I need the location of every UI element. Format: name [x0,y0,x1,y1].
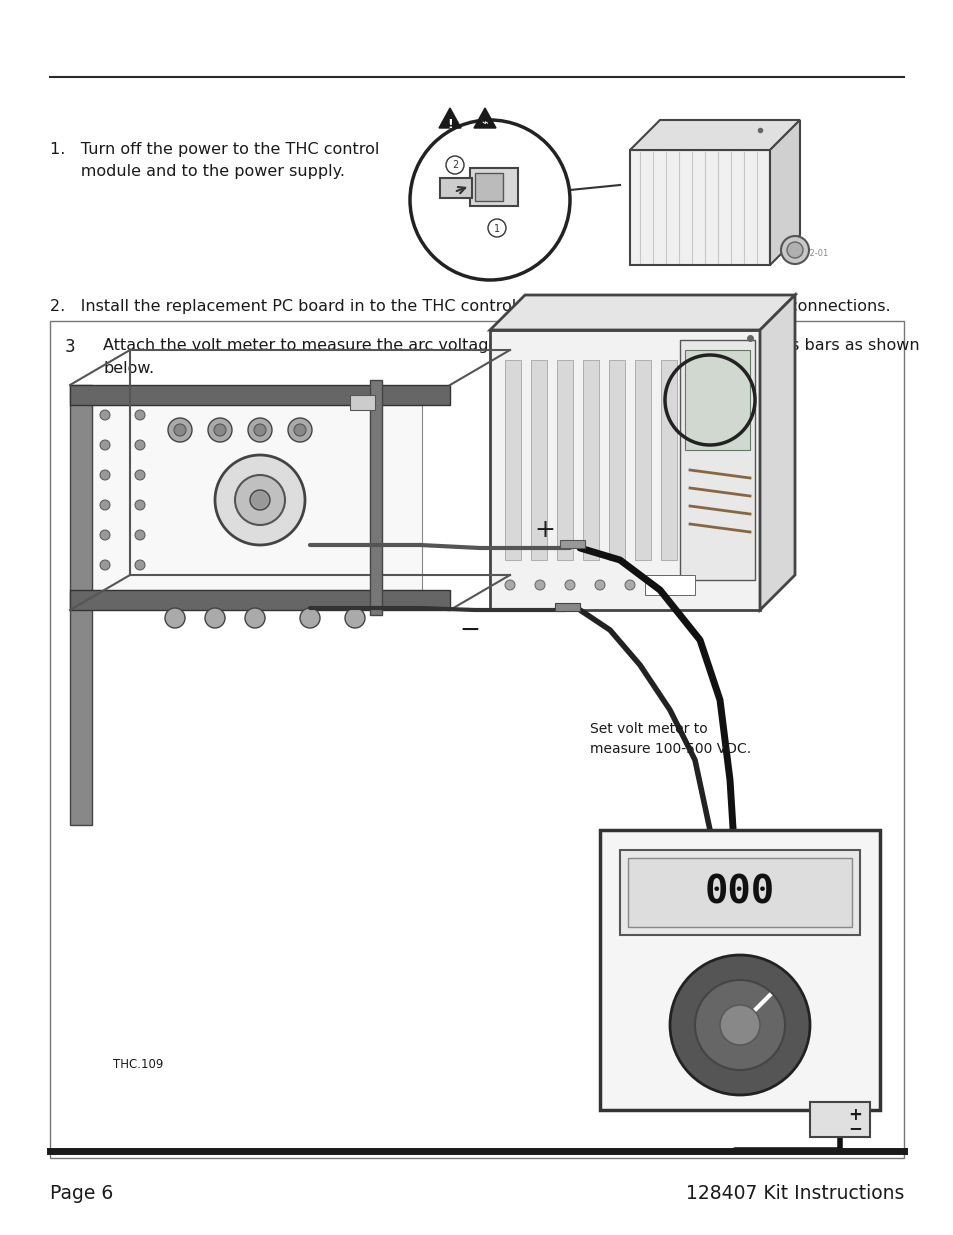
Polygon shape [629,120,800,149]
Polygon shape [629,149,769,266]
Circle shape [135,559,145,571]
Circle shape [781,236,808,264]
Polygon shape [474,107,496,128]
Bar [370,380,381,615]
Circle shape [288,417,312,442]
Circle shape [253,424,266,436]
Bar [582,359,598,559]
Circle shape [564,580,575,590]
Text: −: − [459,618,480,642]
Bar [619,850,859,935]
Text: IM372-01: IM372-01 [788,249,827,258]
Bar [660,359,677,559]
Bar [686,359,702,559]
Bar [679,340,754,580]
Text: 2: 2 [452,161,457,170]
Text: 000: 000 [704,873,774,911]
Bar [809,1102,869,1137]
Bar [350,395,375,410]
Bar [599,830,879,1110]
Bar [70,385,91,825]
Bar [504,359,520,559]
Bar [531,359,546,559]
Circle shape [695,981,784,1070]
Circle shape [100,440,110,450]
Circle shape [100,410,110,420]
Circle shape [208,417,232,442]
Bar [608,359,624,559]
Circle shape [135,410,145,420]
Circle shape [535,580,544,590]
Circle shape [213,424,226,436]
Bar [91,405,421,590]
Text: THC.109: THC.109 [112,1058,163,1071]
Circle shape [214,454,305,545]
Bar [627,858,851,927]
Polygon shape [769,120,800,266]
Circle shape [135,440,145,450]
Polygon shape [760,295,794,610]
Bar [70,590,450,610]
Circle shape [205,608,225,629]
Bar [555,603,579,611]
Bar [475,173,502,201]
Text: 3: 3 [65,338,75,357]
Circle shape [720,1005,760,1045]
Text: +: + [534,517,555,542]
Text: Set volt meter to
measure 100-500 VDC.: Set volt meter to measure 100-500 VDC. [589,722,750,756]
Circle shape [100,530,110,540]
Circle shape [446,156,463,174]
Circle shape [100,471,110,480]
Text: Page 6: Page 6 [50,1183,112,1203]
Circle shape [173,424,186,436]
Circle shape [135,500,145,510]
Bar [470,168,517,206]
Circle shape [595,580,604,590]
Text: 128407 Kit Instructions: 128407 Kit Instructions [685,1183,903,1203]
Circle shape [669,955,809,1095]
Text: 1.   Turn off the power to the THC control
      module and to the power supply.: 1. Turn off the power to the THC control… [50,142,378,179]
Circle shape [245,608,265,629]
Bar [490,330,760,610]
Text: +: + [847,1107,861,1124]
Circle shape [165,608,185,629]
FancyArrowPatch shape [456,186,465,193]
Circle shape [504,580,515,590]
Text: −: − [847,1119,861,1137]
Polygon shape [438,107,460,128]
Text: Attach the volt meter to measure the arc voltage between power supply I/O board : Attach the volt meter to measure the arc… [103,338,919,375]
Bar [644,576,695,595]
Bar [439,178,472,198]
Circle shape [135,471,145,480]
Bar [635,359,650,559]
Text: 1: 1 [494,224,499,233]
Bar [712,359,728,559]
Circle shape [100,500,110,510]
Circle shape [248,417,272,442]
Polygon shape [490,295,794,330]
Bar [70,385,450,405]
Text: !: ! [447,117,453,131]
Text: ⌁: ⌁ [481,119,488,128]
Bar [557,359,573,559]
Circle shape [135,530,145,540]
Circle shape [168,417,192,442]
Circle shape [234,475,285,525]
Bar [559,540,584,548]
Circle shape [345,608,365,629]
Bar [684,350,749,450]
Circle shape [100,559,110,571]
Circle shape [250,490,270,510]
Bar [50,321,903,1158]
Circle shape [786,242,802,258]
Circle shape [488,219,505,237]
Circle shape [294,424,306,436]
Circle shape [624,580,635,590]
Circle shape [299,608,319,629]
Text: 2.   Install the replacement PC board in to the THC control module and attach th: 2. Install the replacement PC board in t… [50,299,889,314]
